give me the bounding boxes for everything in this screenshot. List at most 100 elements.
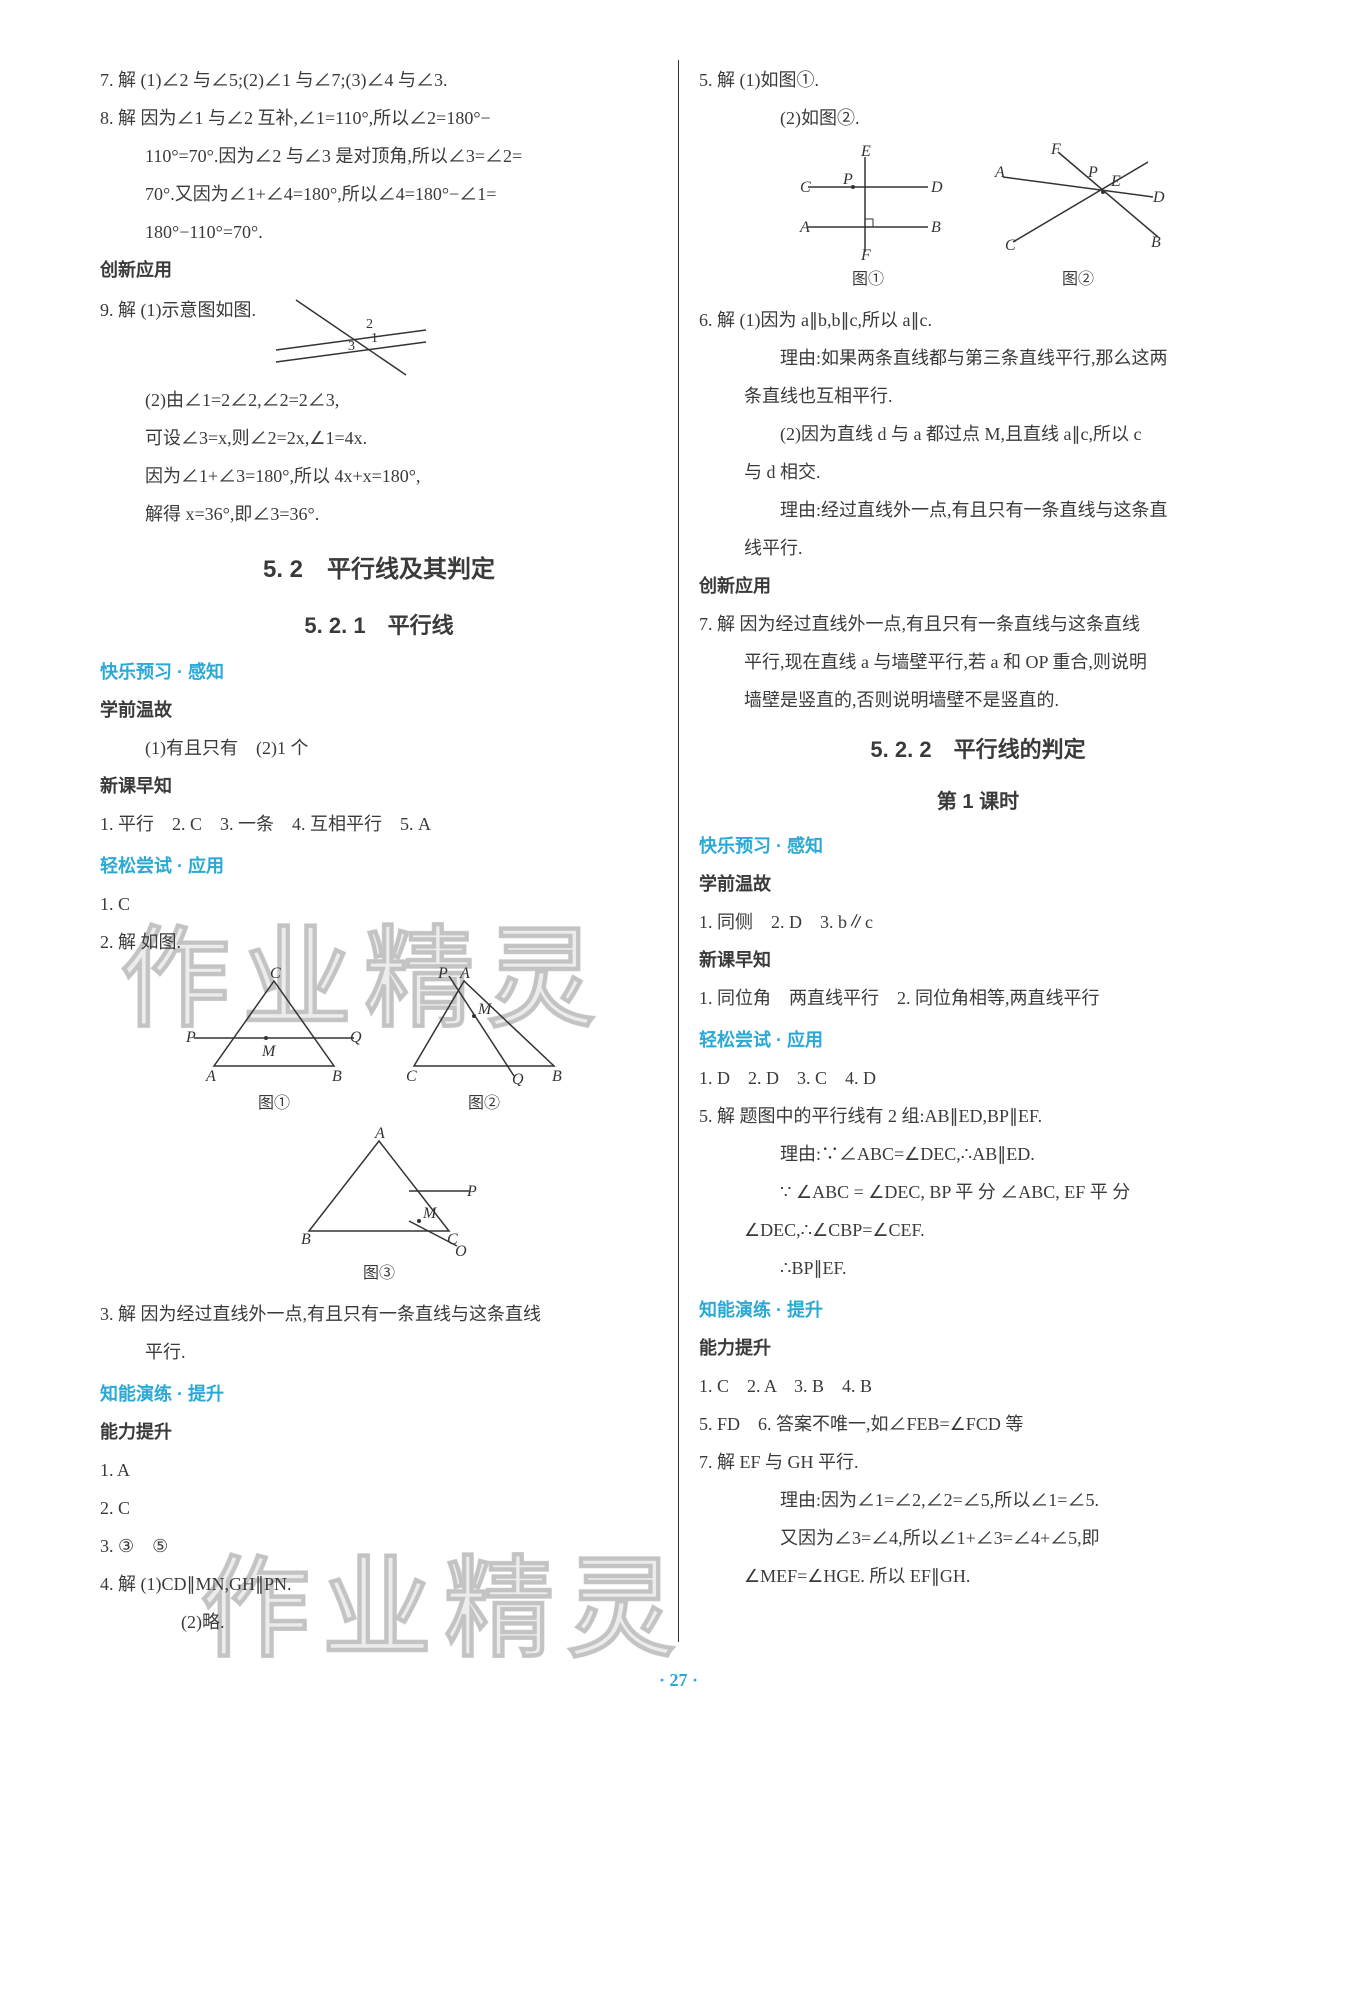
text-line: 5. 解 题图中的平行线有 2 组:AB∥ED,BP∥EF.: [699, 1098, 1257, 1134]
section-head: 轻松尝试 · 应用: [100, 848, 658, 884]
figure-triangle-1: C A B P Q M 图①: [184, 966, 364, 1120]
section-head: 知能演练 · 提升: [100, 1376, 658, 1412]
svg-text:1: 1: [371, 331, 378, 346]
svg-text:D: D: [1152, 189, 1165, 206]
text-line: ∴BP∥EF.: [699, 1250, 1257, 1286]
svg-text:C: C: [800, 179, 811, 196]
figure-intersecting-lines: 2 1 3: [256, 290, 436, 380]
text-line: ∠MEF=∠HGE. 所以 EF∥GH.: [699, 1558, 1257, 1594]
svg-text:Q: Q: [512, 1071, 524, 1086]
figure-caption: 图②: [394, 1088, 574, 1120]
figure-parallel-1: E C D A B F P 图①: [783, 142, 953, 296]
svg-text:2: 2: [366, 317, 373, 332]
text-line: 1. 平行 2. C 3. 一条 4. 互相平行 5. A: [100, 806, 658, 842]
text-line: 7. 解 因为经过直线外一点,有且只有一条直线与这条直线: [699, 606, 1257, 642]
svg-text:B: B: [301, 1231, 311, 1248]
figure-caption: 图③: [279, 1258, 479, 1290]
subheading: 新课早知: [699, 942, 1257, 978]
svg-text:Q: Q: [455, 1243, 467, 1256]
text-line: 6. 解 (1)因为 a∥b,b∥c,所以 a∥c.: [699, 302, 1257, 338]
svg-text:P: P: [1087, 164, 1098, 181]
svg-text:F: F: [860, 247, 871, 262]
subheading: 创新应用: [699, 568, 1257, 604]
text-line: 平行.: [100, 1334, 658, 1370]
svg-text:A: A: [459, 966, 470, 982]
text-line: 70°.又因为∠1+∠4=180°,所以∠4=180°−∠1=: [100, 176, 658, 212]
right-column: 5. 解 (1)如图①. (2)如图②. E C D A B F P: [679, 60, 1277, 1642]
text-line: 5. 解 (1)如图①.: [699, 62, 1257, 98]
left-column: 7. 解 (1)∠2 与∠5;(2)∠1 与∠7;(3)∠4 与∠3. 8. 解…: [80, 60, 678, 1642]
svg-text:P: P: [437, 966, 448, 982]
text-line: 1. D 2. D 3. C 4. D: [699, 1060, 1257, 1096]
svg-text:M: M: [422, 1205, 438, 1222]
svg-text:P: P: [842, 171, 853, 188]
section-head: 轻松尝试 · 应用: [699, 1022, 1257, 1058]
section-title-5-2-1: 5. 2. 1 平行线: [100, 604, 658, 648]
text-line: 因为∠1+∠3=180°,所以 4x+x=180°,: [100, 458, 658, 494]
text-line: 理由:∵∠ABC=∠DEC,∴AB∥ED.: [699, 1136, 1257, 1172]
text-line: 180°−110°=70°.: [100, 214, 658, 250]
svg-text:3: 3: [348, 339, 355, 354]
subheading: 能力提升: [699, 1330, 1257, 1366]
text-line: 墙壁是竖直的,否则说明墙壁不是竖直的.: [699, 682, 1257, 718]
svg-text:C: C: [270, 966, 281, 982]
svg-text:C: C: [406, 1068, 417, 1085]
text-line: 解得 x=36°,即∠3=36°.: [100, 496, 658, 532]
text-line: 1. A: [100, 1452, 658, 1488]
section-title-5-2: 5. 2 平行线及其判定: [100, 546, 658, 594]
text-line: 2. 解 如图.: [100, 924, 658, 960]
figure-row-parallel: E C D A B F P 图① A D C: [699, 142, 1257, 296]
text-line: 条直线也互相平行.: [699, 378, 1257, 414]
text-line: 3. 解 因为经过直线外一点,有且只有一条直线与这条直线: [100, 1296, 658, 1332]
text-line: ∵ ∠ABC = ∠DEC, BP 平 分 ∠ABC, EF 平 分: [699, 1174, 1257, 1210]
text-line: 8. 解 因为∠1 与∠2 互补,∠1=110°,所以∠2=180°−: [100, 100, 658, 136]
text-line: 理由:如果两条直线都与第三条直线平行,那么这两: [699, 340, 1257, 376]
svg-text:C: C: [1005, 237, 1016, 254]
figure-row-triangles: C A B P Q M 图① A C B P Q: [100, 966, 658, 1120]
figure-caption: 图①: [184, 1088, 364, 1120]
text-line: 9. 解 (1)示意图如图.: [100, 292, 256, 328]
svg-text:E: E: [860, 143, 871, 160]
figure-caption: 图②: [983, 264, 1173, 296]
text-line: 1. C: [100, 886, 658, 922]
figure-triangle-3: A B C P M Q 图③: [279, 1126, 479, 1290]
text-line: 1. 同侧 2. D 3. b∥c: [699, 904, 1257, 940]
page-columns: 7. 解 (1)∠2 与∠5;(2)∠1 与∠7;(3)∠4 与∠3. 8. 解…: [80, 60, 1277, 1642]
figure-parallel-2: A D C B F E P 图②: [983, 142, 1173, 296]
svg-text:Q: Q: [350, 1029, 362, 1046]
text-line: 2. C: [100, 1490, 658, 1526]
page-number: · 27 ·: [80, 1662, 1277, 1698]
section-head: 知能演练 · 提升: [699, 1292, 1257, 1328]
text-line: 4. 解 (1)CD∥MN,GH∥PN.: [100, 1566, 658, 1602]
figure-caption: 图①: [783, 264, 953, 296]
text-line: (2)略.: [100, 1604, 658, 1640]
text-line: (2)如图②.: [699, 100, 1257, 136]
svg-text:A: A: [799, 219, 810, 236]
svg-text:M: M: [477, 1001, 493, 1018]
lesson-title: 第 1 课时: [699, 782, 1257, 822]
svg-text:P: P: [466, 1183, 477, 1200]
svg-text:A: A: [205, 1068, 216, 1085]
svg-text:M: M: [261, 1043, 277, 1060]
text-line: 理由:因为∠1=∠2,∠2=∠5,所以∠1=∠5.: [699, 1482, 1257, 1518]
svg-text:F: F: [1050, 142, 1061, 158]
text-line: ∠DEC,∴∠CBP=∠CEF.: [699, 1212, 1257, 1248]
figure-row-triangle-3: A B C P M Q 图③: [100, 1126, 658, 1290]
subheading: 创新应用: [100, 252, 658, 288]
text-line: 平行,现在直线 a 与墙壁平行,若 a 和 OP 重合,则说明: [699, 644, 1257, 680]
text-line: 线平行.: [699, 530, 1257, 566]
svg-text:B: B: [332, 1068, 342, 1085]
text-line: 又因为∠3=∠4,所以∠1+∠3=∠4+∠5,即: [699, 1520, 1257, 1556]
text-line: 1. 同位角 两直线平行 2. 同位角相等,两直线平行: [699, 980, 1257, 1016]
section-title-5-2-2: 5. 2. 2 平行线的判定: [699, 728, 1257, 772]
section-head: 快乐预习 · 感知: [699, 828, 1257, 864]
svg-text:B: B: [552, 1068, 562, 1085]
text-line: 110°=70°.因为∠2 与∠3 是对顶角,所以∠3=∠2=: [100, 138, 658, 174]
text-line: 可设∠3=x,则∠2=2x,∠1=4x.: [100, 420, 658, 456]
svg-text:B: B: [1151, 234, 1161, 251]
subheading: 学前温故: [100, 692, 658, 728]
text-line: (1)有且只有 (2)1 个: [100, 730, 658, 766]
text-line: 1. C 2. A 3. B 4. B: [699, 1368, 1257, 1404]
svg-text:A: A: [374, 1126, 385, 1142]
svg-text:E: E: [1110, 173, 1121, 190]
